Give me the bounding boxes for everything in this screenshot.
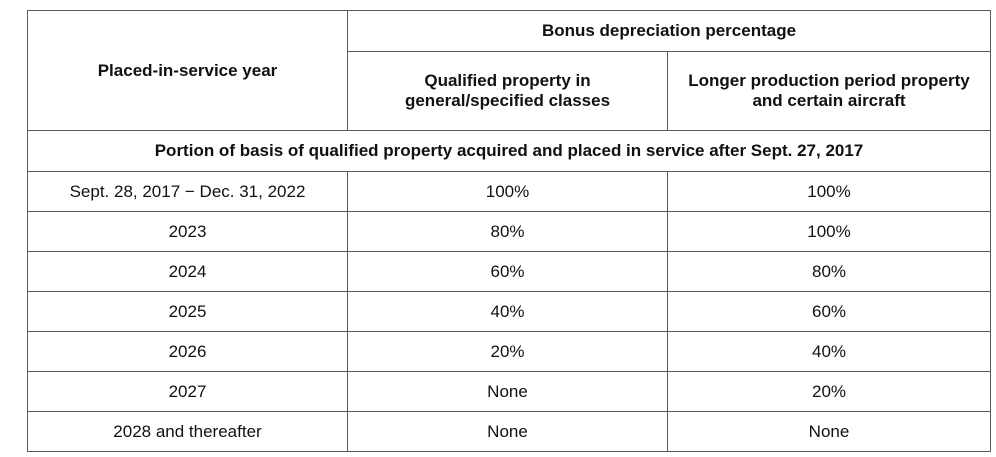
general-percentage-cell: 80% [347,211,668,252]
table-row: 2024 60% 80% [27,251,991,292]
table-row: Sept. 28, 2017 − Dec. 31, 2022 100% 100% [27,171,991,212]
year-cell: 2023 [27,211,348,252]
longer-percentage-cell: 100% [667,211,991,252]
longer-percentage-cell: 80% [667,251,991,292]
table-row: 2025 40% 60% [27,291,991,332]
depreciation-table-container: Placed-in-service year Bonus depreciatio… [27,10,991,452]
general-percentage-cell: 20% [347,331,668,372]
bonus-depreciation-group-header: Bonus depreciation percentage [347,10,991,52]
table-row: 2028 and thereafter None None [27,411,991,452]
longer-percentage-cell: None [667,411,991,452]
bonus-depreciation-table: Placed-in-service year Bonus depreciatio… [27,10,991,452]
longer-percentage-cell: 100% [667,171,991,212]
general-percentage-cell: 40% [347,291,668,332]
year-cell: 2027 [27,371,348,412]
general-percentage-cell: None [347,411,668,452]
table-row: 2026 20% 40% [27,331,991,372]
year-cell: 2024 [27,251,348,292]
longer-percentage-cell: 40% [667,331,991,372]
general-percentage-cell: None [347,371,668,412]
longer-production-header: Longer production period property and ce… [667,51,991,131]
longer-percentage-cell: 20% [667,371,991,412]
qualified-property-header: Qualified property in general/specified … [347,51,668,131]
table-row: 2027 None 20% [27,371,991,412]
table-row: 2023 80% 100% [27,211,991,252]
general-percentage-cell: 100% [347,171,668,212]
general-percentage-cell: 60% [347,251,668,292]
year-cell: 2025 [27,291,348,332]
year-cell: Sept. 28, 2017 − Dec. 31, 2022 [27,171,348,212]
year-cell: 2026 [27,331,348,372]
year-cell: 2028 and thereafter [27,411,348,452]
longer-percentage-cell: 60% [667,291,991,332]
section-header: Portion of basis of qualified property a… [27,130,991,172]
placed-in-service-year-header: Placed-in-service year [27,10,348,131]
